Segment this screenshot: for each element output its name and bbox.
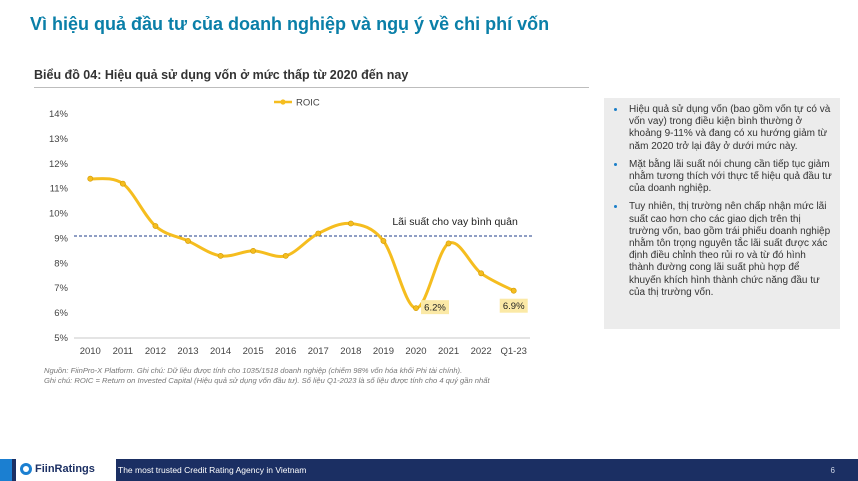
fiinratings-logo: FiinRatings (16, 459, 116, 481)
commentary-item: Tuy nhiên, thị trường nên chấp nhận mức … (626, 201, 832, 299)
roic-data-point (380, 238, 387, 244)
source-line-1: Nguồn: FiinPro-X Platform. Ghi chú: Dữ l… (44, 366, 463, 375)
x-tick-label: 2022 (471, 346, 492, 357)
x-tick-label: 2016 (275, 346, 296, 357)
commentary-item: Hiệu quả sử dụng vốn (bao gồm vốn tự có … (626, 104, 832, 153)
roic-data-point (478, 270, 485, 277)
x-tick-label: Q1-23 (501, 346, 527, 357)
x-tick-label: 2019 (373, 346, 394, 357)
roic-data-point (510, 287, 517, 294)
x-tick-label: 2020 (405, 346, 426, 357)
commentary-panel: Hiệu quả sử dụng vốn (bao gồm vốn tự có … (604, 98, 840, 329)
footer-accent-stripe (0, 459, 12, 481)
y-tick-label: 14% (49, 109, 69, 120)
logo-text: FiinRatings (35, 463, 95, 475)
commentary-item: Mặt bằng lãi suất nói chung cần tiếp tục… (626, 159, 832, 196)
data-label: 6.2% (424, 303, 446, 314)
y-tick-label: 11% (50, 184, 69, 195)
roic-data-point (413, 305, 419, 312)
x-tick-label: 2011 (113, 346, 133, 357)
y-tick-label: 7% (54, 283, 68, 294)
legend-marker (280, 99, 286, 105)
source-note: Nguồn: FiinPro-X Platform. Ghi chú: Dữ l… (44, 366, 504, 386)
roic-data-point (152, 223, 159, 229)
roic-data-point (87, 175, 94, 182)
roic-data-point (347, 220, 354, 227)
x-tick-label: 2013 (177, 346, 198, 357)
roic-data-point (185, 238, 191, 244)
data-label-bg (421, 300, 449, 315)
fiinratings-logo-icon (20, 463, 32, 475)
y-tick-label: 6% (54, 308, 68, 319)
page-title: Vì hiệu quả đầu tư của doanh nghiệp và n… (30, 14, 550, 34)
roic-line-chart: 5% 6% 7% 8% 9% 10% 11% 12% 13% 14% 2010 2011 2012 201… (49, 98, 532, 357)
x-tick-label: 2017 (308, 346, 329, 357)
roic-data-point (282, 252, 289, 259)
footer-tagline: The most trusted Credit Rating Agency in… (118, 465, 307, 475)
x-tick-label: 2010 (80, 346, 101, 357)
page-number: 6 (830, 466, 835, 475)
y-tick-label: 9% (54, 233, 68, 244)
data-label: 6.9% (503, 301, 525, 312)
roic-data-point (445, 240, 452, 247)
x-tick-label: 2018 (340, 346, 361, 357)
y-tick-label: 5% (54, 333, 68, 344)
data-label-bg (499, 298, 528, 313)
roic-series-line (90, 177, 515, 310)
y-tick-label: 13% (49, 134, 69, 145)
roic-data-point (119, 180, 126, 187)
chart-title: Biểu đồ 04: Hiệu quả sử dụng vốn ở mức t… (34, 68, 409, 82)
y-tick-label: 12% (49, 159, 69, 170)
x-tick-label: 2012 (145, 346, 166, 357)
y-tick-label: 8% (54, 258, 68, 269)
roic-data-point (250, 247, 257, 254)
chart-title-divider (34, 87, 589, 88)
x-tick-label: 2015 (243, 346, 264, 357)
x-tick-label: 2014 (210, 346, 231, 357)
x-tick-label: 2021 (438, 346, 459, 357)
footer-bar: FiinRatings The most trusted Credit Rati… (0, 459, 858, 481)
reference-line-label: Lãi suất cho vay bình quân (392, 216, 518, 228)
y-tick-label: 10% (49, 209, 69, 220)
roic-data-point (315, 230, 322, 237)
source-line-2: Ghi chú: ROIC = Return on Invested Capit… (44, 376, 490, 385)
roic-data-point (217, 252, 224, 259)
legend-label: ROIC (296, 98, 320, 109)
